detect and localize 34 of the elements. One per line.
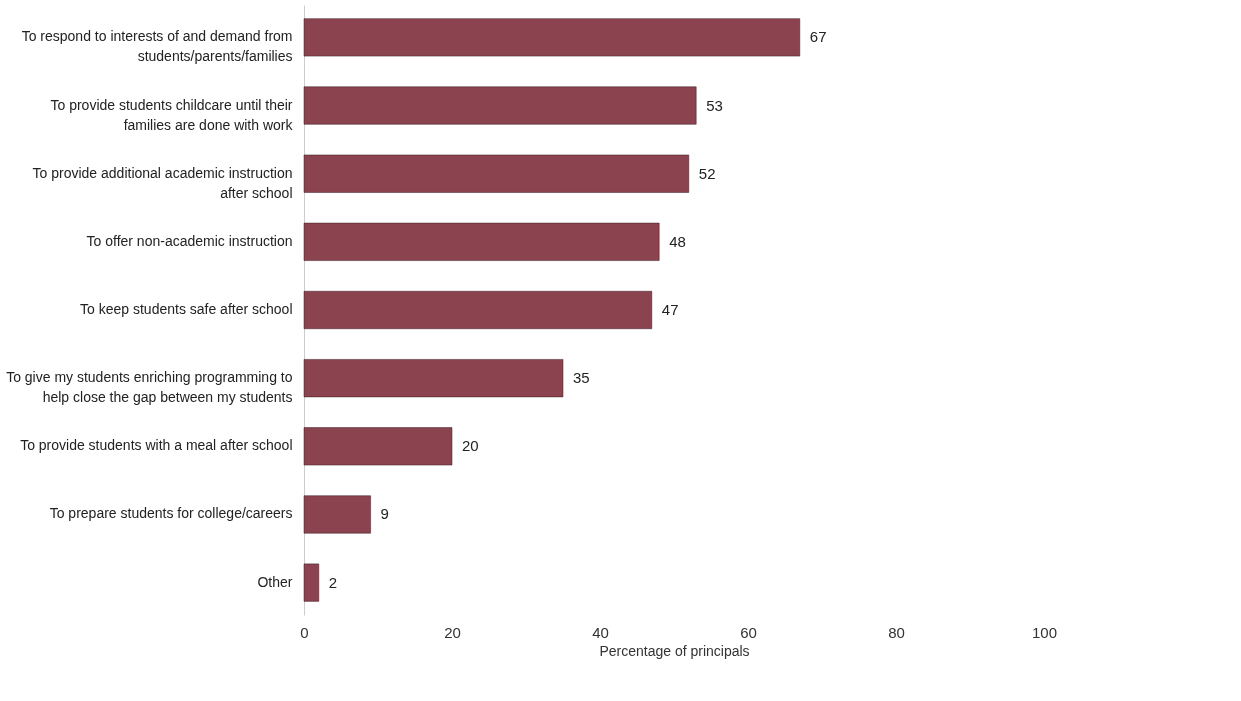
y-tick-label: To give my students enriching programming to help close the gap between my students	[6, 369, 293, 406]
data-label: 35	[573, 369, 590, 387]
bar	[303, 359, 564, 398]
x-tick-label: 20	[444, 623, 461, 641]
data-label: 2	[328, 573, 338, 591]
x-tick-label: 40	[592, 623, 609, 641]
data-label: 48	[669, 232, 686, 250]
data-label: 52	[698, 164, 716, 182]
data-label: 53	[706, 96, 723, 114]
bar	[303, 427, 453, 466]
data-label: 67	[809, 28, 827, 46]
y-tick-label: To provide students childcare until their families are done with work	[50, 96, 294, 133]
y-tick-label: To keep students safe after school	[80, 301, 293, 317]
bar	[303, 86, 697, 125]
bar	[303, 291, 653, 329]
x-tick-label: 100	[1031, 623, 1058, 641]
x-tick-label: 0	[300, 623, 309, 641]
x-tick-label: 60	[740, 623, 757, 641]
y-tick-label: To provide additional academic instruction after school	[32, 164, 293, 201]
y-tick-label: To provide students with a meal after school	[20, 437, 293, 454]
y-tick-label: To offer non-academic instruction	[86, 232, 293, 249]
data-label: 47	[661, 301, 679, 318]
data-label: 9	[380, 505, 389, 523]
data-label: 20	[462, 437, 479, 455]
bar	[303, 222, 660, 261]
x-tick-label: 80	[888, 623, 905, 641]
y-tick-label: Other	[257, 573, 293, 590]
y-tick-label: To prepare students for college/careers	[49, 505, 293, 522]
x-axis-title: Percentage of principals	[599, 642, 750, 659]
bar	[303, 495, 371, 534]
bar	[303, 18, 801, 57]
y-tick-label: To respond to interests of and demand from students/parents/families	[21, 28, 293, 65]
bar	[303, 154, 690, 193]
bar	[303, 563, 320, 602]
